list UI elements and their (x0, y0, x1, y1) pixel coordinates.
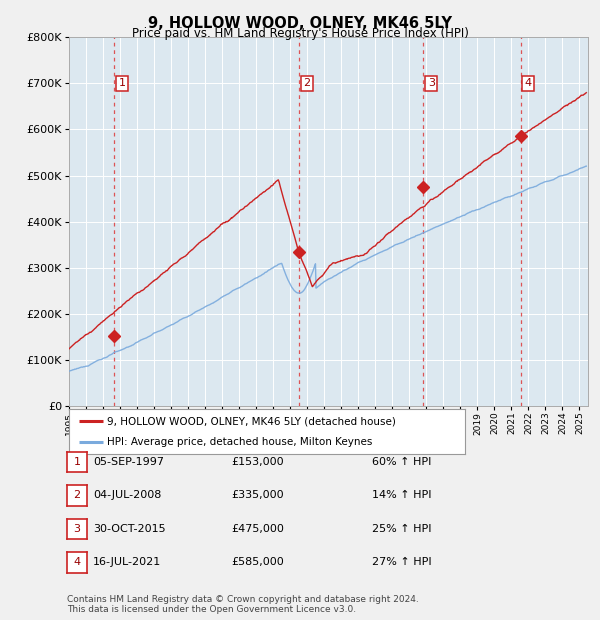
Text: 30-OCT-2015: 30-OCT-2015 (93, 524, 166, 534)
Text: This data is licensed under the Open Government Licence v3.0.: This data is licensed under the Open Gov… (67, 604, 356, 614)
Text: HPI: Average price, detached house, Milton Keynes: HPI: Average price, detached house, Milt… (107, 436, 372, 447)
Text: 1: 1 (74, 457, 80, 467)
Text: Contains HM Land Registry data © Crown copyright and database right 2024.: Contains HM Land Registry data © Crown c… (67, 595, 419, 604)
Text: 9, HOLLOW WOOD, OLNEY, MK46 5LY: 9, HOLLOW WOOD, OLNEY, MK46 5LY (148, 16, 452, 30)
Text: Price paid vs. HM Land Registry's House Price Index (HPI): Price paid vs. HM Land Registry's House … (131, 27, 469, 40)
Text: 2: 2 (303, 78, 310, 88)
Text: £335,000: £335,000 (231, 490, 284, 500)
Text: 04-JUL-2008: 04-JUL-2008 (93, 490, 161, 500)
Text: 3: 3 (74, 524, 80, 534)
Text: 60% ↑ HPI: 60% ↑ HPI (372, 457, 431, 467)
Text: 05-SEP-1997: 05-SEP-1997 (93, 457, 164, 467)
Text: £585,000: £585,000 (231, 557, 284, 567)
Text: 9, HOLLOW WOOD, OLNEY, MK46 5LY (detached house): 9, HOLLOW WOOD, OLNEY, MK46 5LY (detache… (107, 416, 395, 427)
Text: 25% ↑ HPI: 25% ↑ HPI (372, 524, 431, 534)
Text: 27% ↑ HPI: 27% ↑ HPI (372, 557, 431, 567)
Text: 1: 1 (119, 78, 125, 88)
Text: 3: 3 (428, 78, 435, 88)
Text: 4: 4 (74, 557, 80, 567)
Text: 2: 2 (74, 490, 80, 500)
Text: £153,000: £153,000 (231, 457, 284, 467)
Text: 14% ↑ HPI: 14% ↑ HPI (372, 490, 431, 500)
Text: 4: 4 (525, 78, 532, 88)
Text: 16-JUL-2021: 16-JUL-2021 (93, 557, 161, 567)
Text: £475,000: £475,000 (231, 524, 284, 534)
